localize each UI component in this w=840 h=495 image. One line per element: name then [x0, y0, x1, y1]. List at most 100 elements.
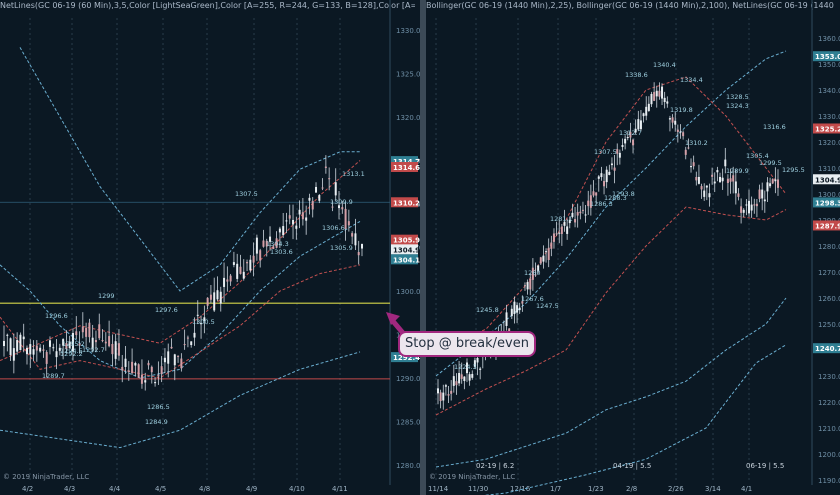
y-tick-label: 1320.0: [396, 114, 420, 122]
candle-body: [124, 358, 127, 367]
candle-body: [298, 209, 301, 215]
candle-body: [687, 147, 690, 149]
price-tag-label: 1292.4: [393, 354, 420, 362]
price-annotation: 1319.8: [670, 106, 693, 114]
candle-body: [183, 344, 186, 346]
candle-body: [534, 274, 537, 276]
left-price-chart[interactable]: 1330.01325.01320.01315.01310.01305.01300…: [0, 0, 420, 495]
candle-body: [29, 344, 32, 355]
price-annotation: 1306.6: [322, 224, 345, 232]
candle-body: [282, 226, 285, 236]
x-tick-label: 2/26: [668, 485, 684, 493]
candle-body: [555, 233, 558, 235]
price-annotation: 1309.9: [330, 198, 353, 206]
candle-body: [157, 374, 160, 377]
candle-body: [305, 217, 308, 221]
candle-body: [650, 93, 653, 105]
price-annotation: 1304.3: [266, 240, 289, 248]
candle-body: [732, 175, 735, 182]
price-annotation: 1260: [524, 269, 541, 277]
candle-body: [626, 137, 629, 139]
candle-body: [219, 291, 222, 304]
right-price-chart[interactable]: 1360.0 1350.0 1340.0 1330.0 1320.0 1310.0 1300…: [426, 0, 840, 495]
price-annotation: 1338.6: [625, 71, 648, 79]
bollinger-band-line: [19, 47, 360, 292]
candle-body: [180, 358, 183, 369]
candle-body: [460, 374, 463, 379]
candle-body: [603, 181, 606, 187]
candle-body: [447, 394, 450, 396]
candle-body: [463, 376, 466, 382]
y-tick-label: 1280.0: [818, 243, 840, 251]
right-chart-pane[interactable]: Bollinger(GC 06-19 (1440 Min),2,25), Bol…: [426, 0, 840, 495]
candle-body: [700, 186, 703, 190]
price-annotation: 1299.5: [759, 159, 782, 167]
candle-body: [695, 176, 698, 181]
x-tick-label: 12/16: [510, 485, 531, 493]
x-tick-label: 2/8: [626, 485, 637, 493]
x-tick-label: 4/8: [199, 485, 210, 493]
candle-body: [563, 221, 566, 226]
candle-body: [439, 392, 442, 402]
bollinger-band-line: [0, 264, 361, 379]
candle-body: [177, 355, 180, 357]
price-annotation: 1328.5: [726, 93, 749, 101]
candle-body: [88, 322, 91, 338]
candle-body: [111, 343, 114, 355]
candle-body: [571, 212, 574, 217]
candle-body: [579, 211, 582, 214]
price-annotation: 1286.3: [590, 200, 613, 208]
candle-body: [658, 90, 661, 97]
price-tag-box: [391, 234, 418, 245]
candle-body: [252, 255, 255, 263]
candle-body: [223, 277, 226, 287]
y-tick-label: 1325.0: [396, 71, 420, 79]
candle-body: [32, 349, 35, 355]
candle-body: [190, 341, 193, 346]
price-annotation: 1305.9: [330, 244, 353, 252]
price-annotation: 1296.6: [45, 312, 68, 320]
price-tag-label: 1304.1: [393, 256, 420, 264]
pane-divider[interactable]: [420, 0, 426, 495]
x-tick-label: 11/14: [428, 485, 449, 493]
y-tick-label: 1260.0: [818, 295, 840, 303]
candle-body: [160, 366, 163, 375]
candle-body: [468, 374, 471, 381]
x-tick-label: 4/9: [246, 485, 257, 493]
candle-body: [737, 193, 740, 197]
candle-body: [505, 312, 508, 326]
candle-body: [473, 360, 476, 367]
candle-body: [347, 221, 350, 226]
y-tick-label: 1290.0: [396, 375, 420, 383]
candle-body: [742, 209, 745, 213]
x-tick-label: 3/14: [705, 485, 721, 493]
candle-body: [574, 219, 577, 223]
y-tick-label: 1300.0: [396, 288, 420, 296]
x-tick-label: 1/23: [588, 485, 604, 493]
candle-body: [216, 290, 219, 300]
x-tick-label: 4/11: [332, 485, 348, 493]
candle-body: [558, 232, 561, 234]
price-annotation: 1247.5: [536, 302, 559, 310]
price-tag-label: 1240.7: [815, 345, 840, 353]
candle-body: [471, 373, 474, 378]
left-chart-pane[interactable]: NetLines(GC 06-19 (60 Min),3,5,Color [Li…: [0, 0, 420, 495]
candle-body: [278, 228, 281, 233]
candle-body: [308, 197, 311, 201]
x-tick-label: 4/3: [64, 485, 75, 493]
candle-body: [608, 171, 611, 175]
candle-body: [186, 337, 189, 339]
candle-body: [450, 390, 453, 394]
candle-body: [711, 174, 714, 177]
candle-body: [134, 363, 137, 366]
candle-body: [750, 204, 753, 211]
candle-body: [437, 388, 439, 394]
price-tag-box: [813, 197, 840, 208]
candle-body: [537, 265, 540, 272]
price-tag-box: [391, 254, 418, 265]
price-tag-box: [813, 174, 840, 185]
candle-body: [510, 308, 513, 317]
y-tick-label: 1270.0: [818, 269, 840, 277]
candle-body: [167, 351, 170, 364]
price-annotation: 1295.2: [62, 340, 85, 348]
